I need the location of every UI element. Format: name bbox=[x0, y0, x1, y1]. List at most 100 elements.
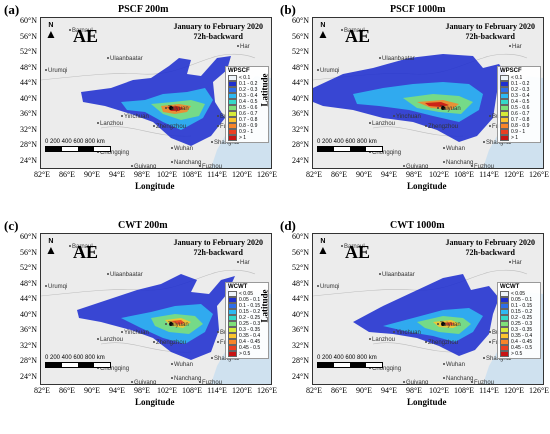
legend-entry: 0.45 - 0.5 bbox=[228, 345, 266, 351]
lon-tick: 82°E bbox=[33, 170, 51, 179]
legend-b: WPSCF < 0.1 0.1 - 0.2 0.2 - 0.3 0.3 - 0.4 0.4… bbox=[497, 66, 541, 143]
place-label: Ulaanbaatar bbox=[107, 56, 143, 62]
place-label: Chongqing bbox=[97, 150, 129, 156]
lon-tick: 98°E bbox=[405, 170, 423, 179]
place-label: Wuhan bbox=[443, 146, 465, 152]
lon-tick: 94°E bbox=[108, 386, 126, 395]
legend-swatch bbox=[228, 315, 237, 321]
lon-tick: 86°E bbox=[58, 170, 76, 179]
place-label: Yinchuan bbox=[121, 114, 149, 120]
legend-swatch bbox=[228, 93, 237, 99]
lon-axis-b: 82°E 86°E 90°E 94°E 98°E 102°E 108°E 114°E 120°E… bbox=[306, 170, 549, 182]
map-a: Barnaul Urumqi Ulaanbaatar Yinchuan Lanzhou Z… bbox=[40, 17, 272, 169]
place-label: Chongqing bbox=[97, 366, 129, 372]
legend-swatch bbox=[500, 105, 509, 111]
legend-c: WCWT < 0.05 0.05 - 0.1 0.1 - 0.15 0.15 - 0.2… bbox=[225, 282, 269, 359]
lat-tick: 56°N bbox=[20, 247, 37, 257]
lon-tick: 94°E bbox=[108, 170, 126, 179]
lon-tick: 108°E bbox=[453, 386, 475, 395]
legend-entry: 0.7 - 0.8 bbox=[500, 117, 538, 123]
place-label: Urumqi bbox=[317, 68, 339, 74]
place-label: Guiyang bbox=[403, 380, 428, 384]
legend-title: WCWT bbox=[228, 284, 248, 290]
lat-axis-d: 60°N 56°N 52°N 48°N 44°N 40°N 36°N 32°N 28°N 24°N bbox=[281, 232, 311, 385]
place-label: Barnaul bbox=[341, 28, 365, 34]
lat-tick: 40°N bbox=[20, 309, 37, 319]
north-arrow-icon: N ▲ bbox=[45, 238, 57, 257]
lon-tick: 90°E bbox=[355, 386, 373, 395]
place-label: Har bbox=[237, 260, 250, 266]
place-label: Chongqing bbox=[369, 150, 401, 156]
place-label: Barnaul bbox=[69, 244, 93, 250]
lon-tick: 102°E bbox=[428, 386, 450, 395]
legend-swatch bbox=[500, 81, 509, 87]
legend-swatch bbox=[500, 87, 509, 93]
lat-tick: 48°N bbox=[20, 62, 37, 72]
lat-tick: 32°N bbox=[292, 124, 309, 134]
place-label: Guiyang bbox=[131, 380, 156, 384]
lat-tick: 56°N bbox=[20, 31, 37, 41]
legend-swatch bbox=[500, 111, 509, 117]
lat-tick: 24°N bbox=[292, 155, 309, 165]
legend-swatch bbox=[500, 327, 509, 333]
site-label: AE bbox=[345, 26, 371, 46]
legend-swatch bbox=[228, 303, 237, 309]
place-label: Chongqing bbox=[369, 366, 401, 372]
legend-entry: 0.25 - 0.3 bbox=[500, 321, 538, 327]
legend-entry: > 1 bbox=[500, 135, 538, 141]
legend-entry: 0.2 - 0.25 bbox=[500, 315, 538, 321]
place-label: Wuhan bbox=[443, 362, 465, 368]
site-label: AE bbox=[73, 242, 99, 262]
legend-entry: < 0.05 bbox=[500, 291, 538, 297]
lon-tick: 126°E bbox=[528, 386, 550, 395]
legend-entry: 0.5 - 0.6 bbox=[500, 105, 538, 111]
place-label: Wuhan bbox=[171, 362, 193, 368]
lon-tick: 90°E bbox=[355, 170, 373, 179]
lat-tick: 48°N bbox=[292, 278, 309, 288]
place-label: Fuzhou bbox=[471, 380, 494, 384]
legend-entry: 0.8 - 0.9 bbox=[228, 123, 266, 129]
legend-entry: < 0.1 bbox=[228, 75, 266, 81]
lon-axis-c: 82°E 86°E 90°E 94°E 98°E 102°E 108°E 114°E 120°E… bbox=[34, 386, 277, 398]
place-label: Nanchang bbox=[171, 160, 201, 166]
legend-entry: 0.6 - 0.7 bbox=[228, 111, 266, 117]
lon-tick: 108°E bbox=[181, 386, 203, 395]
lat-tick: 48°N bbox=[20, 278, 37, 288]
lon-tick: 126°E bbox=[256, 386, 278, 395]
legend-entry: 0.2 - 0.3 bbox=[228, 87, 266, 93]
north-arrow-icon: N ▲ bbox=[317, 22, 329, 41]
legend-swatch bbox=[500, 351, 509, 357]
legend-swatch bbox=[500, 297, 509, 303]
legend-swatch bbox=[500, 303, 509, 309]
lon-axis-title-a: Longitude bbox=[135, 181, 175, 191]
panel-title-d: CWT 1000m bbox=[390, 220, 445, 231]
lon-tick: 114°E bbox=[207, 386, 227, 395]
lat-axis-b: 60°N 56°N 52°N 48°N 44°N 40°N 36°N 32°N 28°N 24°N bbox=[281, 16, 311, 169]
legend-swatch bbox=[500, 129, 509, 135]
lat-axis-title-d: Latitude bbox=[259, 289, 270, 323]
legend-entry: 0.15 - 0.2 bbox=[228, 309, 266, 315]
legend-entry: 0.05 - 0.1 bbox=[500, 297, 538, 303]
lon-tick: 120°E bbox=[231, 386, 253, 395]
place-label: Lanzhou bbox=[369, 121, 395, 127]
lon-tick: 114°E bbox=[479, 170, 499, 179]
lon-axis-d: 82°E 86°E 90°E 94°E 98°E 102°E 108°E 114°E 120°E… bbox=[306, 386, 549, 398]
panel-label-d: (d) bbox=[280, 218, 296, 233]
lon-axis-a: 82°E 86°E 90°E 94°E 98°E 102°E 108°E 114°E 120°E… bbox=[34, 170, 277, 182]
lon-tick: 94°E bbox=[380, 386, 398, 395]
lat-tick: 24°N bbox=[20, 371, 37, 381]
place-label: Fuzhou bbox=[199, 380, 222, 384]
legend-entry: 0.8 - 0.9 bbox=[500, 123, 538, 129]
legend-entry: 0.25 - 0.3 bbox=[228, 321, 266, 327]
legend-entry: > 0.5 bbox=[500, 351, 538, 357]
legend-entry: 0.4 - 0.45 bbox=[228, 339, 266, 345]
legend-swatch bbox=[228, 339, 237, 345]
lon-tick: 120°E bbox=[503, 170, 525, 179]
place-label: Taiyuan bbox=[437, 322, 461, 328]
panel-label-a: (a) bbox=[4, 2, 20, 17]
legend-entry: 0.4 - 0.5 bbox=[228, 99, 266, 105]
legend-swatch bbox=[500, 99, 509, 105]
legend-entry: 0.4 - 0.45 bbox=[500, 339, 538, 345]
legend-entry: < 0.05 bbox=[228, 291, 266, 297]
legend-entry: > 1 bbox=[228, 135, 266, 141]
